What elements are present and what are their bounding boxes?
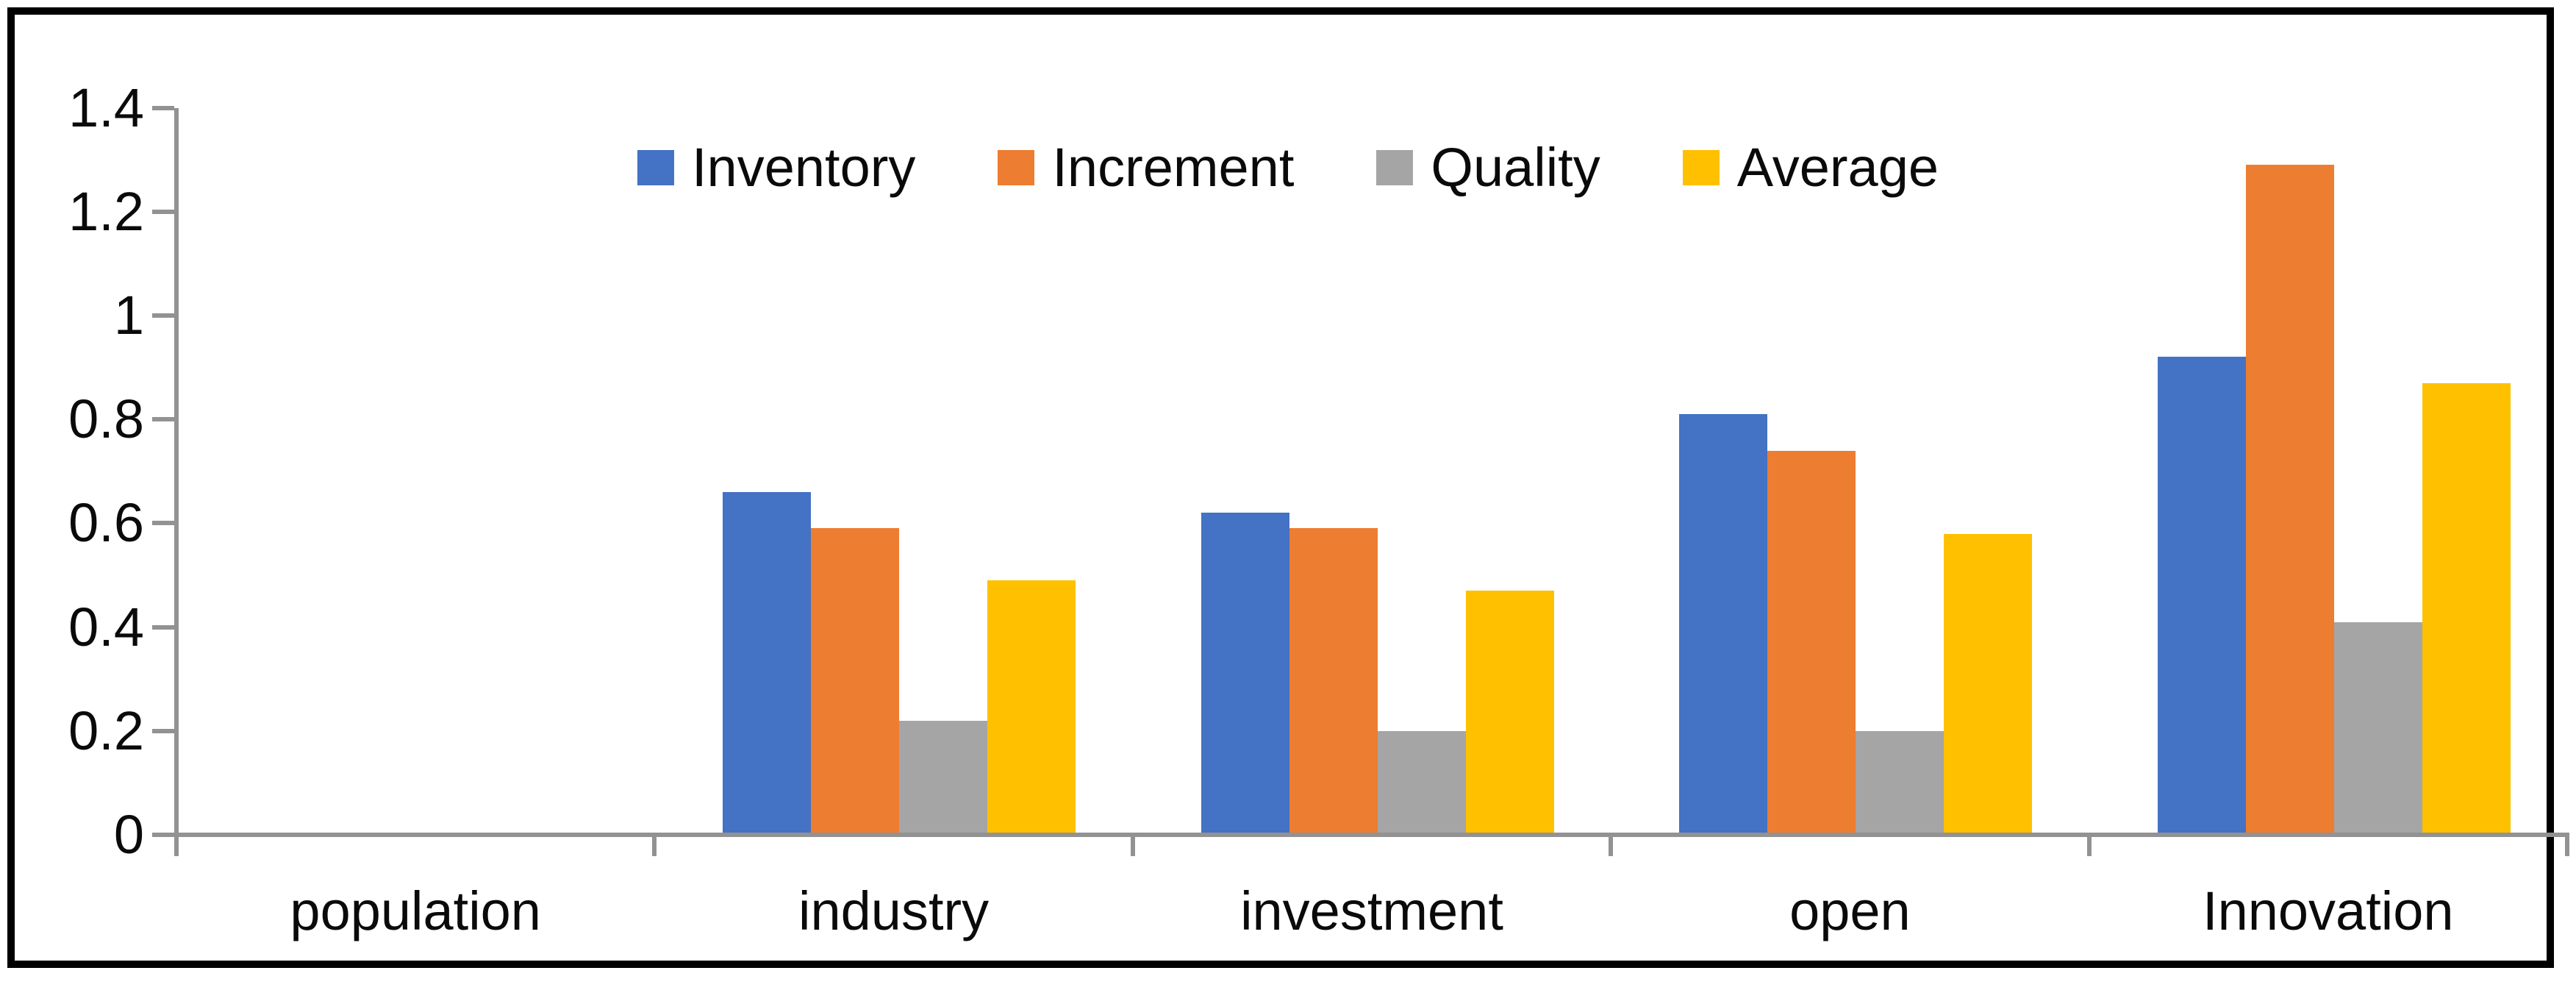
- x-axis-category-label: investment: [1240, 880, 1503, 941]
- legend-swatch-inventory-icon: [637, 150, 674, 185]
- legend-label-average: Average: [1736, 137, 1939, 198]
- x-axis-tick-mark: [652, 837, 657, 856]
- y-axis-tick-mark: [152, 313, 174, 318]
- bar-average-innovation: [2422, 383, 2511, 833]
- x-axis-tick-mark: [1609, 837, 1614, 856]
- y-axis-tick-label: 0: [113, 804, 144, 865]
- y-axis-tick-label: 1.2: [68, 180, 144, 242]
- bar-inventory-open: [1679, 414, 1767, 833]
- legend-label-increment: Increment: [1052, 137, 1295, 198]
- legend-swatch-increment-icon: [998, 150, 1035, 185]
- x-axis-tick-mark: [2565, 837, 2569, 856]
- bar-increment-industry: [811, 528, 899, 833]
- x-axis-category-label: population: [290, 880, 541, 941]
- x-axis-category-label: industry: [798, 880, 990, 941]
- y-axis-tick-mark: [152, 105, 174, 110]
- bar-quality-open: [1856, 731, 1944, 833]
- x-axis-tick-mark: [1130, 837, 1135, 856]
- y-axis-tick-label: 1: [113, 285, 144, 346]
- x-axis-tick-mark: [2086, 837, 2092, 856]
- chart-legend: Inventory Increment Quality Average: [0, 137, 2576, 199]
- legend-label-quality: Quality: [1431, 137, 1600, 198]
- y-axis-tick-label: 0.2: [68, 699, 144, 761]
- y-axis-tick-mark: [152, 417, 174, 422]
- y-axis-line: [174, 107, 179, 837]
- x-axis-category-label: open: [1789, 880, 1911, 941]
- y-axis-tick-label: 0.4: [68, 596, 144, 658]
- legend-item-average: Average: [1682, 137, 1939, 198]
- bar-quality-innovation: [2334, 622, 2422, 833]
- bar-average-open: [1944, 534, 2032, 833]
- y-axis-tick-label: 0.6: [68, 492, 144, 554]
- bar-average-investment: [1466, 591, 1554, 833]
- legend-item-increment: Increment: [998, 138, 1294, 197]
- y-axis-tick-mark: [152, 833, 174, 837]
- bar-increment-innovation: [2246, 165, 2334, 833]
- x-axis-tick-mark: [174, 837, 179, 856]
- y-axis-tick-mark: [152, 624, 174, 630]
- y-axis-tick-mark: [152, 521, 174, 526]
- legend-label-inventory: Inventory: [691, 137, 916, 198]
- bar-quality-investment: [1378, 731, 1466, 833]
- bar-inventory-investment: [1201, 513, 1289, 833]
- chart-frame-border: [7, 7, 2554, 968]
- y-axis-tick-label: 1.4: [68, 76, 144, 138]
- bar-inventory-innovation: [2158, 357, 2246, 833]
- bar-average-industry: [987, 580, 1076, 833]
- y-axis-tick-label: 0.8: [68, 388, 144, 450]
- bar-increment-investment: [1289, 528, 1378, 833]
- bar-quality-industry: [899, 721, 987, 833]
- y-axis-tick-mark: [152, 209, 174, 214]
- legend-item-quality: Quality: [1376, 138, 1600, 197]
- bar-inventory-industry: [723, 492, 811, 833]
- x-axis-category-label: Innovation: [2203, 880, 2454, 941]
- legend-swatch-quality-icon: [1376, 150, 1414, 185]
- bar-increment-open: [1767, 451, 1856, 833]
- y-axis-tick-mark: [152, 728, 174, 733]
- x-axis-line: [174, 833, 2569, 837]
- legend-swatch-average-icon: [1682, 150, 1720, 185]
- legend-item-inventory: Inventory: [637, 138, 915, 197]
